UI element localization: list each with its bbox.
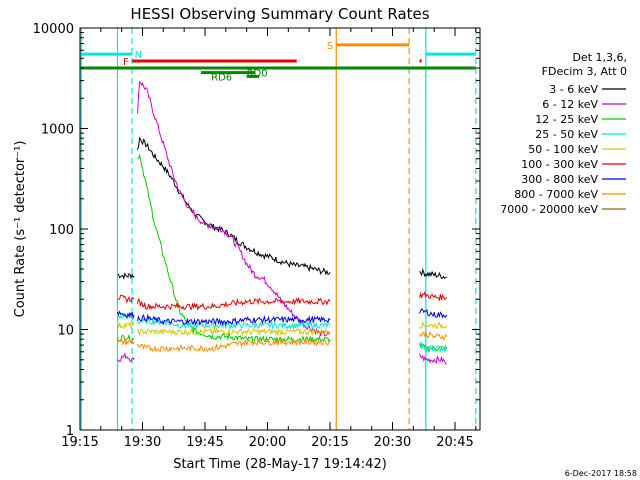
x-axis-label: Start Time (28-May-17 19:14:42)	[173, 457, 387, 472]
series-line	[419, 353, 447, 365]
y-tick-label: 10	[57, 324, 74, 339]
legend-label: 3 - 6 keV	[549, 83, 598, 96]
series-line	[419, 342, 448, 353]
legend-label: 12 - 25 keV	[535, 113, 598, 126]
flag-label: RD6	[211, 72, 232, 83]
series-line	[137, 317, 331, 331]
series-line	[117, 272, 135, 280]
legend-header: FDecim 3, Att 0	[542, 65, 627, 78]
series-line	[419, 291, 448, 302]
legend-label: 25 - 50 keV	[535, 128, 598, 141]
series-line	[419, 330, 448, 341]
series-line	[419, 320, 448, 330]
series-line	[137, 313, 331, 327]
annotation-layer: N S F RD0 RD6	[80, 28, 477, 430]
x-tick-label: 19:45	[186, 435, 223, 450]
series-line	[117, 312, 135, 320]
legend-label: 100 - 300 keV	[521, 158, 598, 171]
legend-header: Det 1,3,6,	[572, 51, 627, 64]
flag-label: RD0	[247, 69, 268, 80]
series-line	[137, 153, 331, 344]
series-line	[117, 310, 135, 320]
y-axis-label: Count Rate (s⁻¹ detector⁻¹)	[13, 141, 28, 318]
series-line	[137, 136, 331, 276]
series-line	[117, 337, 135, 346]
flag-label: N	[135, 50, 142, 61]
legend: Det 1,3,6, FDecim 3, Att 0 3 - 6 keV 6 - …	[500, 51, 627, 216]
flag-label: S	[327, 41, 333, 52]
series-line	[137, 80, 331, 337]
plot-frame	[79, 27, 481, 431]
chart-title: HESSI Observing Summary Count Rates	[130, 5, 429, 23]
flag-label: F	[123, 57, 129, 68]
y-tick-label: 100	[49, 223, 74, 238]
x-tick-label: 20:45	[436, 435, 473, 450]
y-tick-label: 10000	[33, 22, 74, 37]
x-tick-label: 20:00	[249, 435, 286, 450]
legend-label: 800 - 7000 keV	[514, 188, 598, 201]
x-tick-label: 20:30	[374, 435, 411, 450]
series-line	[419, 307, 448, 319]
series-line	[137, 326, 331, 337]
series-line	[137, 337, 331, 353]
x-tick-label: 20:15	[311, 435, 348, 450]
series-line	[117, 320, 135, 330]
legend-label: 300 - 800 keV	[521, 173, 598, 186]
series-line	[117, 352, 135, 363]
series-line	[419, 267, 447, 280]
x-tick-label: 19:15	[61, 435, 98, 450]
series-line	[419, 342, 448, 353]
series-layer	[117, 80, 448, 365]
series-line	[137, 296, 331, 312]
y-tick-label: 1000	[41, 123, 74, 138]
legend-label: 6 - 12 keV	[542, 98, 598, 111]
legend-label: 7000 - 20000 keV	[500, 203, 598, 216]
footer-timestamp: 6-Dec-2017 18:58	[565, 469, 637, 478]
series-line	[117, 294, 135, 304]
x-tick-label: 19:30	[124, 435, 161, 450]
axis-layer: 19:15 19:30 19:45 20:00 20:15 20:30 20:45 1 10 10…	[33, 22, 480, 450]
legend-label: 50 - 100 keV	[528, 143, 598, 156]
y-tick-label: 1	[66, 424, 74, 439]
